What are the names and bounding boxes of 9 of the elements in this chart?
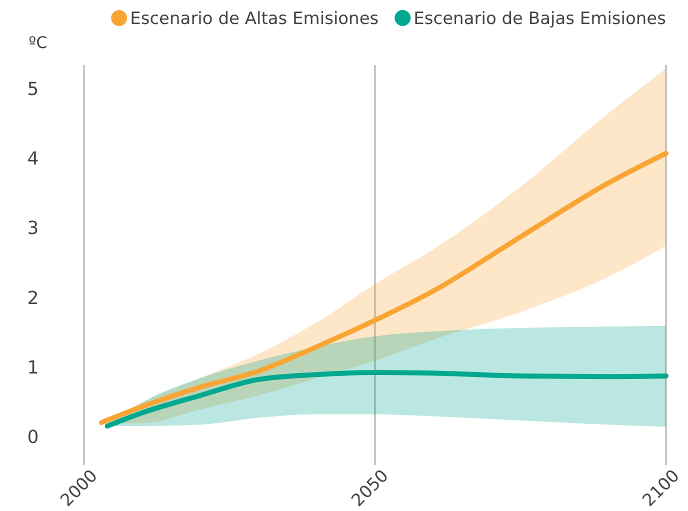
y-tick-label: 0: [27, 426, 39, 448]
y-axis-title: ºC: [28, 33, 48, 52]
y-tick-label: 1: [27, 357, 39, 378]
legend-label: Escenario de Altas Emisiones: [130, 9, 379, 29]
y-tick-label: 3: [27, 218, 39, 240]
y-tick-label: 5: [27, 79, 39, 100]
y-tick-label: 2: [27, 288, 39, 309]
y-tick-label: 4: [27, 148, 39, 170]
legend-label: Escenario de Bajas Emisiones: [414, 9, 666, 29]
